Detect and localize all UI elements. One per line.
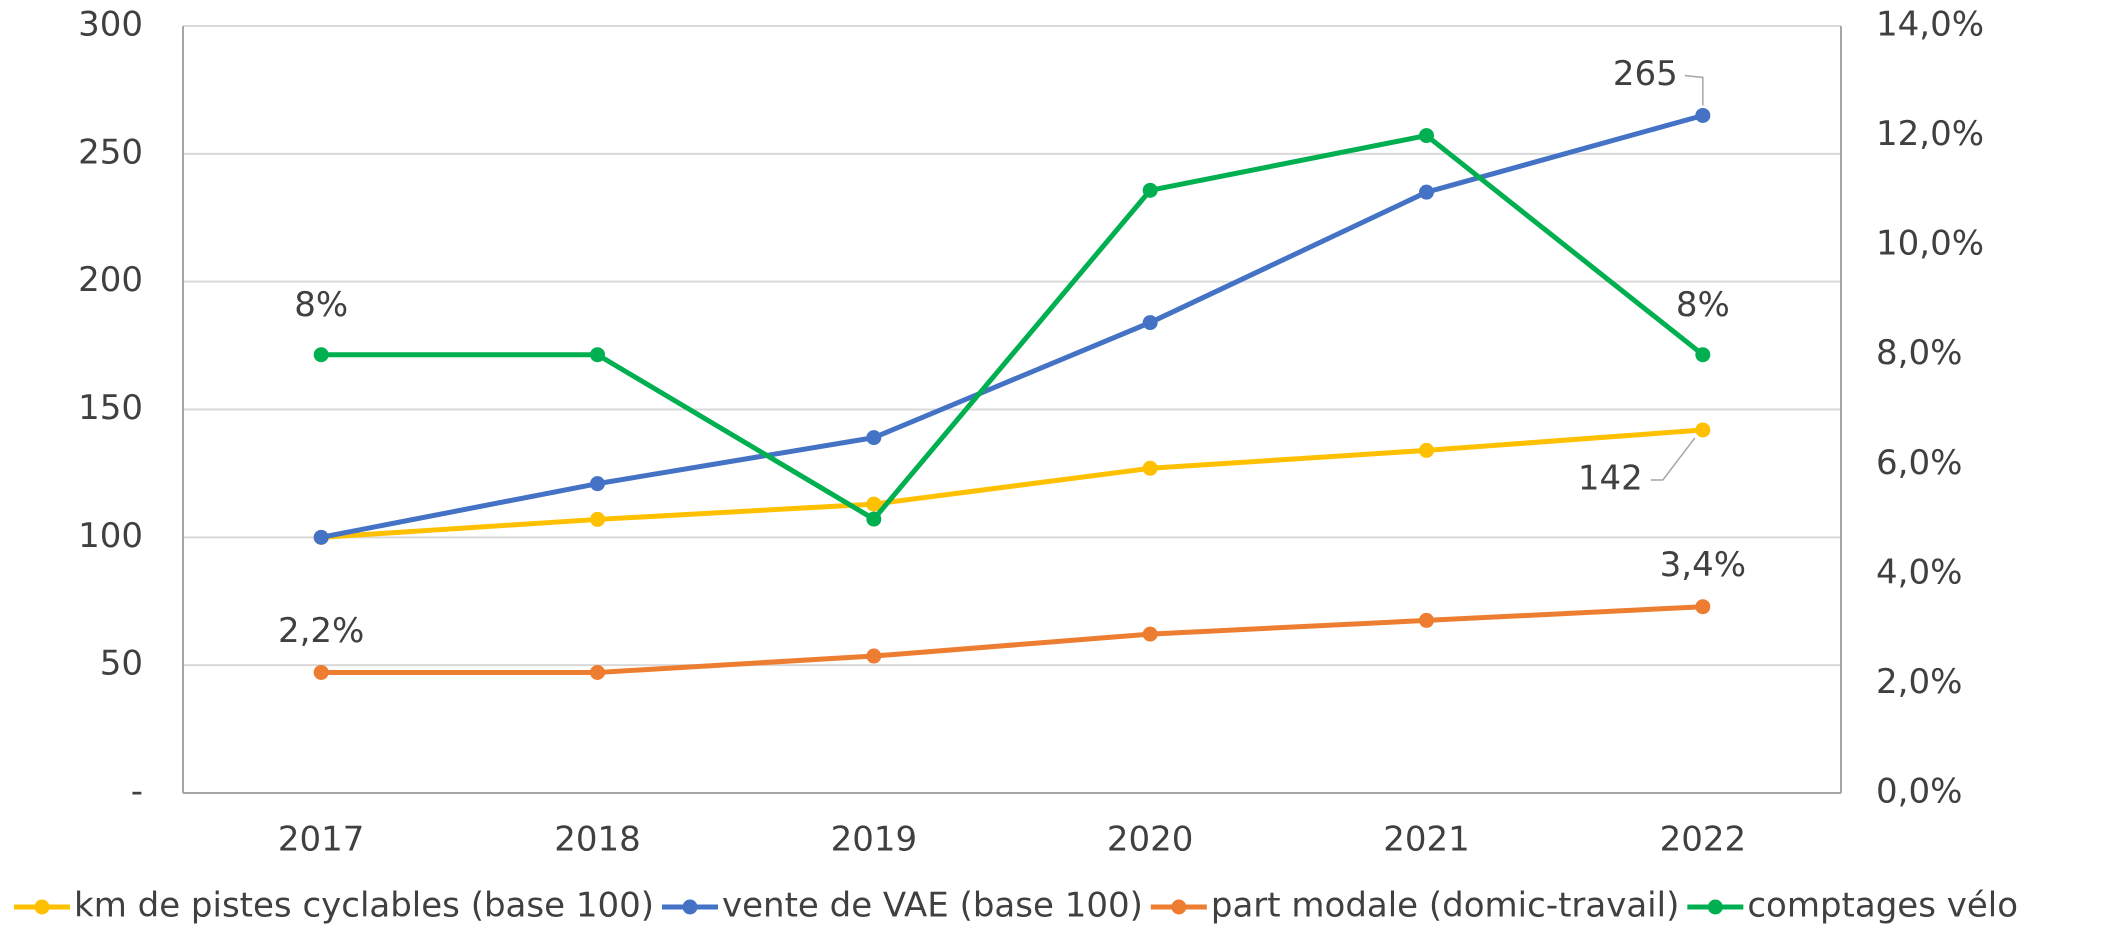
y2-tick-label: 0,0% [1876,772,1962,812]
point [1419,128,1434,144]
point [866,648,882,664]
point [1419,442,1434,458]
x-tick-label: 2018 [554,820,641,860]
y2-tick-label: 8,0% [1876,333,1962,373]
y-tick-label: - [131,772,143,812]
legend-swatch-dot [682,899,698,915]
data-label: 265 [1613,54,1678,94]
data-label: 2,2% [278,611,364,651]
leader-line [1684,74,1704,106]
legend-swatch-dot [1171,899,1187,915]
legend-swatch-dot [34,899,50,915]
series-line [321,133,1705,522]
point [1695,599,1711,615]
y2-tick-label: 6,0% [1876,443,1962,483]
point [866,496,882,512]
point [1695,422,1711,438]
point [313,664,329,680]
x-tick-label: 2021 [1383,820,1470,860]
point [313,529,329,545]
y2-tick-label: 10,0% [1876,224,1984,264]
legend-label: part modale (domic-travail) [1211,886,1679,926]
point [866,430,882,446]
point [1142,626,1158,642]
point [1419,612,1434,628]
point [313,347,329,363]
series-line [321,427,1704,540]
x-tick-label: 2017 [278,820,365,860]
y2-tick-label: 12,0% [1876,114,1984,154]
x-tick-label: 2020 [1107,820,1194,860]
y-tick-label: 150 [78,388,143,428]
point [590,347,605,363]
data-label: 3,4% [1660,545,1746,585]
point [1142,460,1158,476]
y2-tick-label: 14,0% [1876,5,1984,45]
point [590,511,605,527]
y-tick-label: 50 [100,644,143,684]
point [1419,184,1434,200]
series-line [321,604,1703,675]
x-tick-label: 2022 [1660,820,1747,860]
series-line [320,113,1704,540]
y-tick-label: 200 [78,260,143,300]
point [1695,107,1711,123]
legend-label: km de pistes cyclables (base 100) [74,886,654,926]
point [866,511,882,527]
legend-label: vente de VAE (base 100) [722,886,1143,926]
point [1142,182,1158,198]
point [590,664,605,680]
y-tick-label: 100 [78,516,143,556]
legend-swatch-dot [1707,899,1723,915]
y-tick-label: 250 [78,132,143,172]
legend-label: comptages vélo [1747,886,2018,926]
x-tick-label: 2019 [831,820,918,860]
y-tick-label: 300 [78,5,143,45]
data-label: 8% [1676,285,1730,325]
y2-tick-label: 2,0% [1876,662,1962,702]
point [590,476,605,492]
data-label: 142 [1578,458,1643,498]
data-label: 8% [294,285,348,325]
point [1142,315,1158,331]
leader-line [1650,437,1696,481]
y2-tick-label: 4,0% [1876,552,1962,592]
point [1695,347,1711,363]
